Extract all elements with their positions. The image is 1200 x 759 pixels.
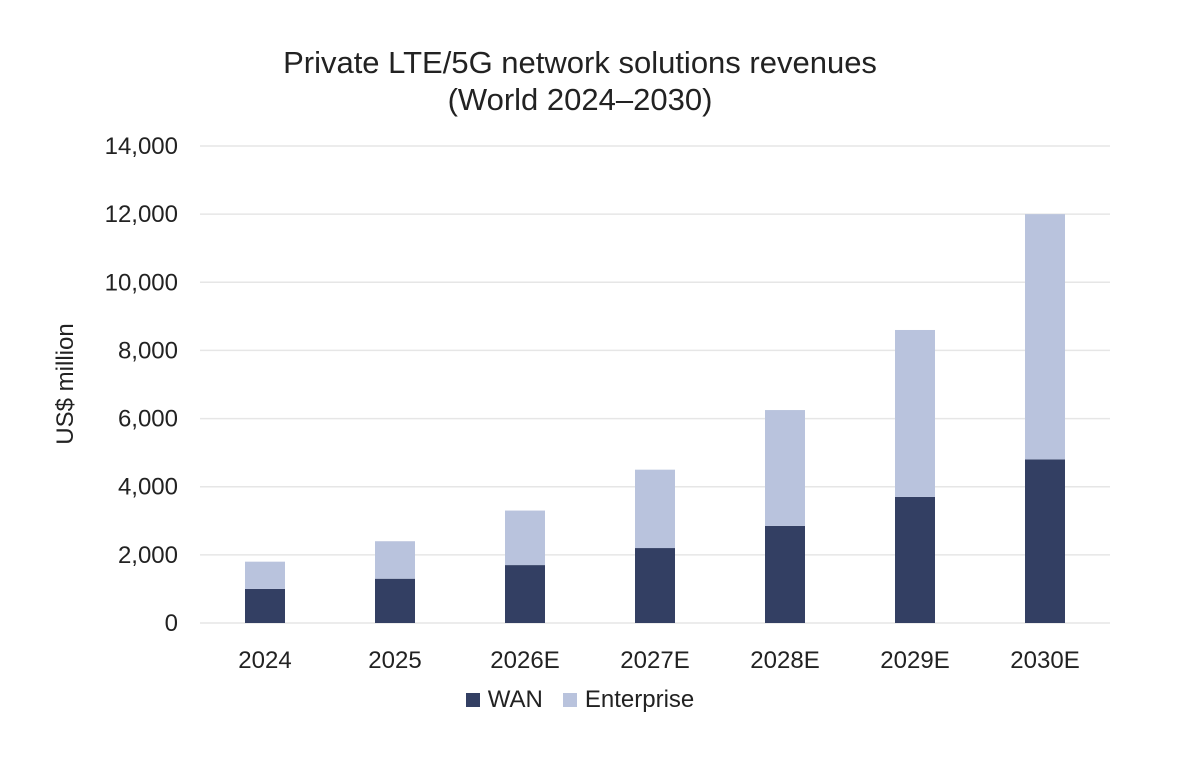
legend-swatch-enterprise	[562, 693, 577, 707]
chart-title: Private LTE/5G network solutions revenue…	[0, 44, 1160, 118]
bar-enterprise-2027e	[635, 469, 675, 549]
x-tick-label: 2027E	[620, 647, 689, 674]
bar-wan-2024	[245, 588, 285, 623]
bar-wan-2029e	[895, 496, 935, 623]
x-tick-label: 2029E	[880, 647, 949, 674]
x-tick-label: 2024	[238, 647, 291, 674]
bar-enterprise-2029e	[895, 329, 935, 497]
y-tick-label: 2,000	[118, 542, 178, 569]
chart-title-line2: (World 2024–2030)	[447, 82, 713, 117]
y-tick-label: 10,000	[105, 269, 178, 296]
y-tick-label: 0	[165, 610, 178, 637]
legend-label-enterprise: Enterprise	[584, 686, 695, 713]
y-tick-label: 6,000	[118, 406, 178, 433]
legend-label-wan: WAN	[487, 686, 543, 713]
y-tick-label: 12,000	[105, 201, 178, 228]
bar-enterprise-2025	[375, 541, 415, 579]
chart-title-line1: Private LTE/5G network solutions revenue…	[283, 45, 877, 80]
bar-wan-2026e	[505, 565, 545, 623]
bar-enterprise-2028e	[765, 410, 805, 526]
bar-enterprise-2030e	[1025, 214, 1065, 460]
y-tick-label: 14,000	[105, 133, 178, 160]
bar-wan-2025	[375, 578, 415, 623]
y-tick-label: 8,000	[118, 337, 178, 364]
legend: WAN Enterprise	[0, 686, 1160, 714]
bar-enterprise-2024	[245, 561, 285, 589]
legend-swatch-wan	[465, 693, 480, 707]
x-tick-label: 2025	[368, 647, 421, 674]
x-tick-label: 2026E	[490, 647, 559, 674]
bar-wan-2030e	[1025, 459, 1065, 623]
x-tick-label: 2028E	[750, 647, 819, 674]
bar-wan-2027e	[635, 548, 675, 623]
bar-wan-2028e	[765, 525, 805, 623]
x-tick-label: 2030E	[1010, 647, 1079, 674]
y-tick-label: 4,000	[118, 474, 178, 501]
bar-enterprise-2026e	[505, 510, 545, 566]
legend-item-enterprise: Enterprise	[562, 686, 695, 714]
legend-item-wan: WAN	[465, 686, 543, 714]
